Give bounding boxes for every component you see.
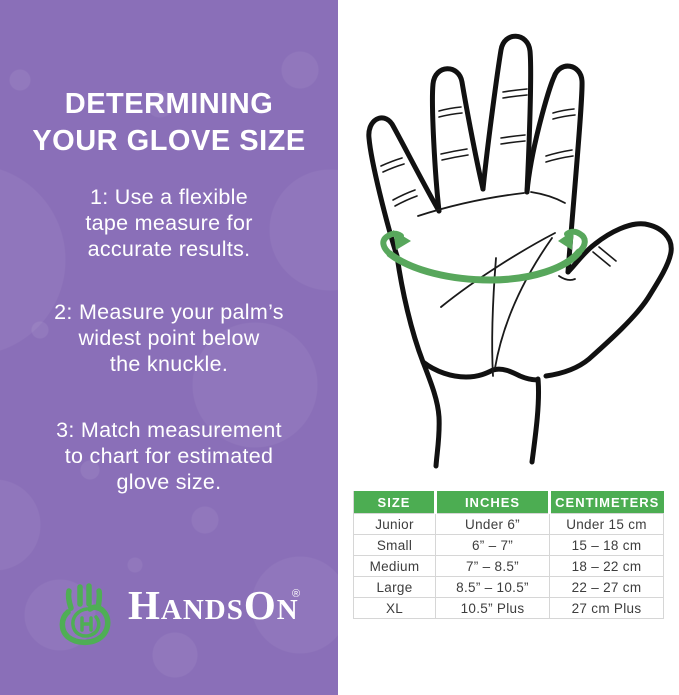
hand-illustration: [366, 33, 674, 469]
table-row: XL 10.5” Plus 27 cm Plus: [353, 597, 664, 619]
table-cell: Under 6”: [435, 513, 550, 535]
brand-logo: HandsOn ®: [0, 578, 338, 658]
step-line: 1: Use a flexible: [89, 185, 249, 209]
step-line: accurate results.: [87, 237, 251, 261]
title-line-2: YOUR GLOVE SIZE: [32, 125, 306, 157]
step-line: to chart for estimated: [64, 444, 274, 468]
left-panel: DETERMINING YOUR GLOVE SIZE 1: Use a fle…: [0, 0, 338, 695]
table-row: Large 8.5” – 10.5” 22 – 27 cm: [353, 576, 664, 598]
tape-arrowhead-left: [393, 230, 411, 250]
step-line: 2: Measure your palm’s: [54, 300, 284, 324]
finger-joint-lines: [380, 88, 617, 267]
step-line: the knuckle.: [109, 352, 229, 376]
column-header-inches: INCHES: [434, 491, 550, 514]
step-line: tape measure for: [85, 211, 253, 235]
tape-measure-circle-arrow: [380, 228, 588, 284]
column-header-size: SIZE: [353, 491, 436, 514]
palm-creases: [417, 191, 576, 377]
step-line: 3: Match measurement: [56, 418, 282, 442]
table-cell: 18 – 22 cm: [549, 555, 664, 577]
title-line-1: DETERMINING: [64, 88, 274, 120]
table-row: Medium 7” – 8.5” 18 – 22 cm: [353, 555, 664, 577]
registered-mark: ®: [292, 588, 301, 600]
table-cell: Medium: [353, 555, 436, 577]
size-chart-table: SIZE INCHES CENTIMETERS Junior Under 6” …: [353, 491, 664, 619]
page-title: DETERMINING YOUR GLOVE SIZE: [0, 86, 338, 160]
table-cell: 15 – 18 cm: [549, 534, 664, 556]
table-cell: 8.5” – 10.5”: [435, 576, 550, 598]
hand-outline: [366, 33, 674, 469]
table-cell: Under 15 cm: [549, 513, 664, 535]
table-cell: 7” – 8.5”: [435, 555, 550, 577]
table-cell: Large: [353, 576, 436, 598]
step-line: glove size.: [116, 470, 222, 494]
table-cell: XL: [353, 597, 436, 619]
step-1: 1: Use a flexible tape measure for accur…: [0, 184, 338, 262]
table-cell: Small: [353, 534, 436, 556]
table-cell: 27 cm Plus: [549, 597, 664, 619]
table-cell: 10.5” Plus: [435, 597, 550, 619]
table-cell: 22 – 27 cm: [549, 576, 664, 598]
step-line: widest point below: [78, 326, 260, 350]
step-3: 3: Match measurement to chart for estima…: [0, 417, 338, 495]
handson-hand-logo-icon: [59, 583, 111, 645]
tape-arrowhead-right: [558, 230, 574, 250]
table-header-row: SIZE INCHES CENTIMETERS: [353, 491, 664, 514]
brand-name: HandsOn: [128, 582, 299, 628]
table-cell: Junior: [353, 513, 436, 535]
table-row: Junior Under 6” Under 15 cm: [353, 513, 664, 535]
step-2: 2: Measure your palm’s widest point belo…: [0, 299, 338, 377]
table-row: Small 6” – 7” 15 – 18 cm: [353, 534, 664, 556]
column-header-centimeters: CENTIMETERS: [548, 491, 664, 514]
table-cell: 6” – 7”: [435, 534, 550, 556]
